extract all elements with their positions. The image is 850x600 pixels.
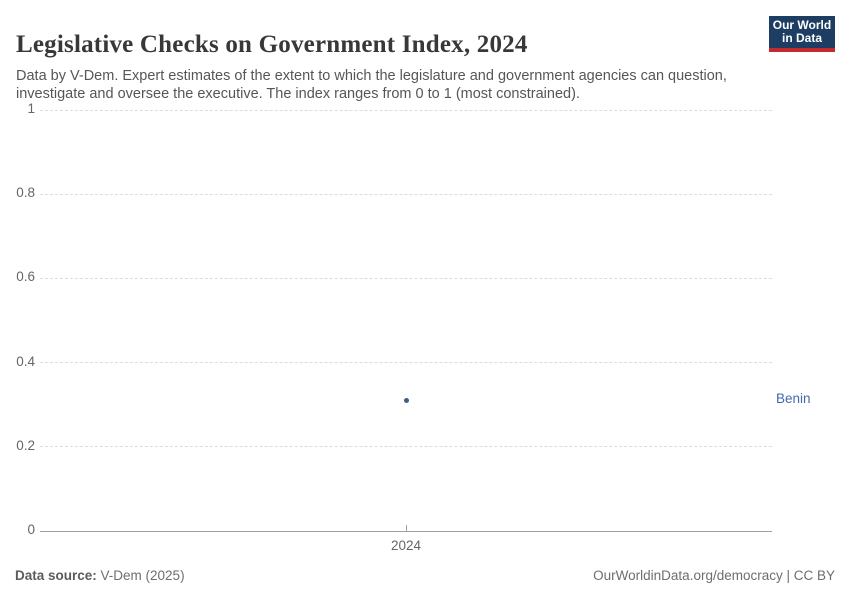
data-source-value: V-Dem (2025) <box>96 568 185 583</box>
y-gridline <box>40 277 772 279</box>
y-axis-tick-label: 1 <box>27 101 35 116</box>
y-axis-tick-label: 0.6 <box>16 269 35 285</box>
y-axis-tick-label: 0 <box>27 522 35 537</box>
chart-title: Legislative Checks on Government Index, … <box>16 30 528 58</box>
owid-logo-text: Our World in Data <box>773 19 831 45</box>
owid-logo-line1: Our World <box>772 18 832 32</box>
x-axis-tick-label: 2024 <box>390 538 422 553</box>
y-gridline <box>40 446 772 448</box>
y-axis-tick-label: 0.8 <box>16 185 35 201</box>
data-source-note: Data source: V-Dem (2025) <box>15 568 185 583</box>
y-gridline <box>40 362 772 364</box>
data-point[interactable] <box>403 397 409 403</box>
y-axis-tick-label: 0.4 <box>16 353 35 369</box>
chart-footer: Data source: V-Dem (2025) OurWorldinData… <box>15 568 835 583</box>
chart-subtitle: Data by V-Dem. Expert estimates of the e… <box>16 67 727 103</box>
owid-logo-line2: in Data <box>781 31 822 45</box>
x-axis-tick <box>406 525 407 531</box>
entity-label[interactable]: Benin <box>776 391 811 407</box>
owid-license-link[interactable]: OurWorldinData.org/democracy | CC BY <box>593 568 835 583</box>
x-axis-line <box>40 530 772 532</box>
y-gridline <box>40 109 772 111</box>
y-axis-tick-label: 0.2 <box>16 437 35 453</box>
y-gridline <box>40 193 772 195</box>
owid-logo[interactable]: Our World in Data <box>769 16 835 52</box>
data-source-label: Data source: <box>15 568 97 583</box>
